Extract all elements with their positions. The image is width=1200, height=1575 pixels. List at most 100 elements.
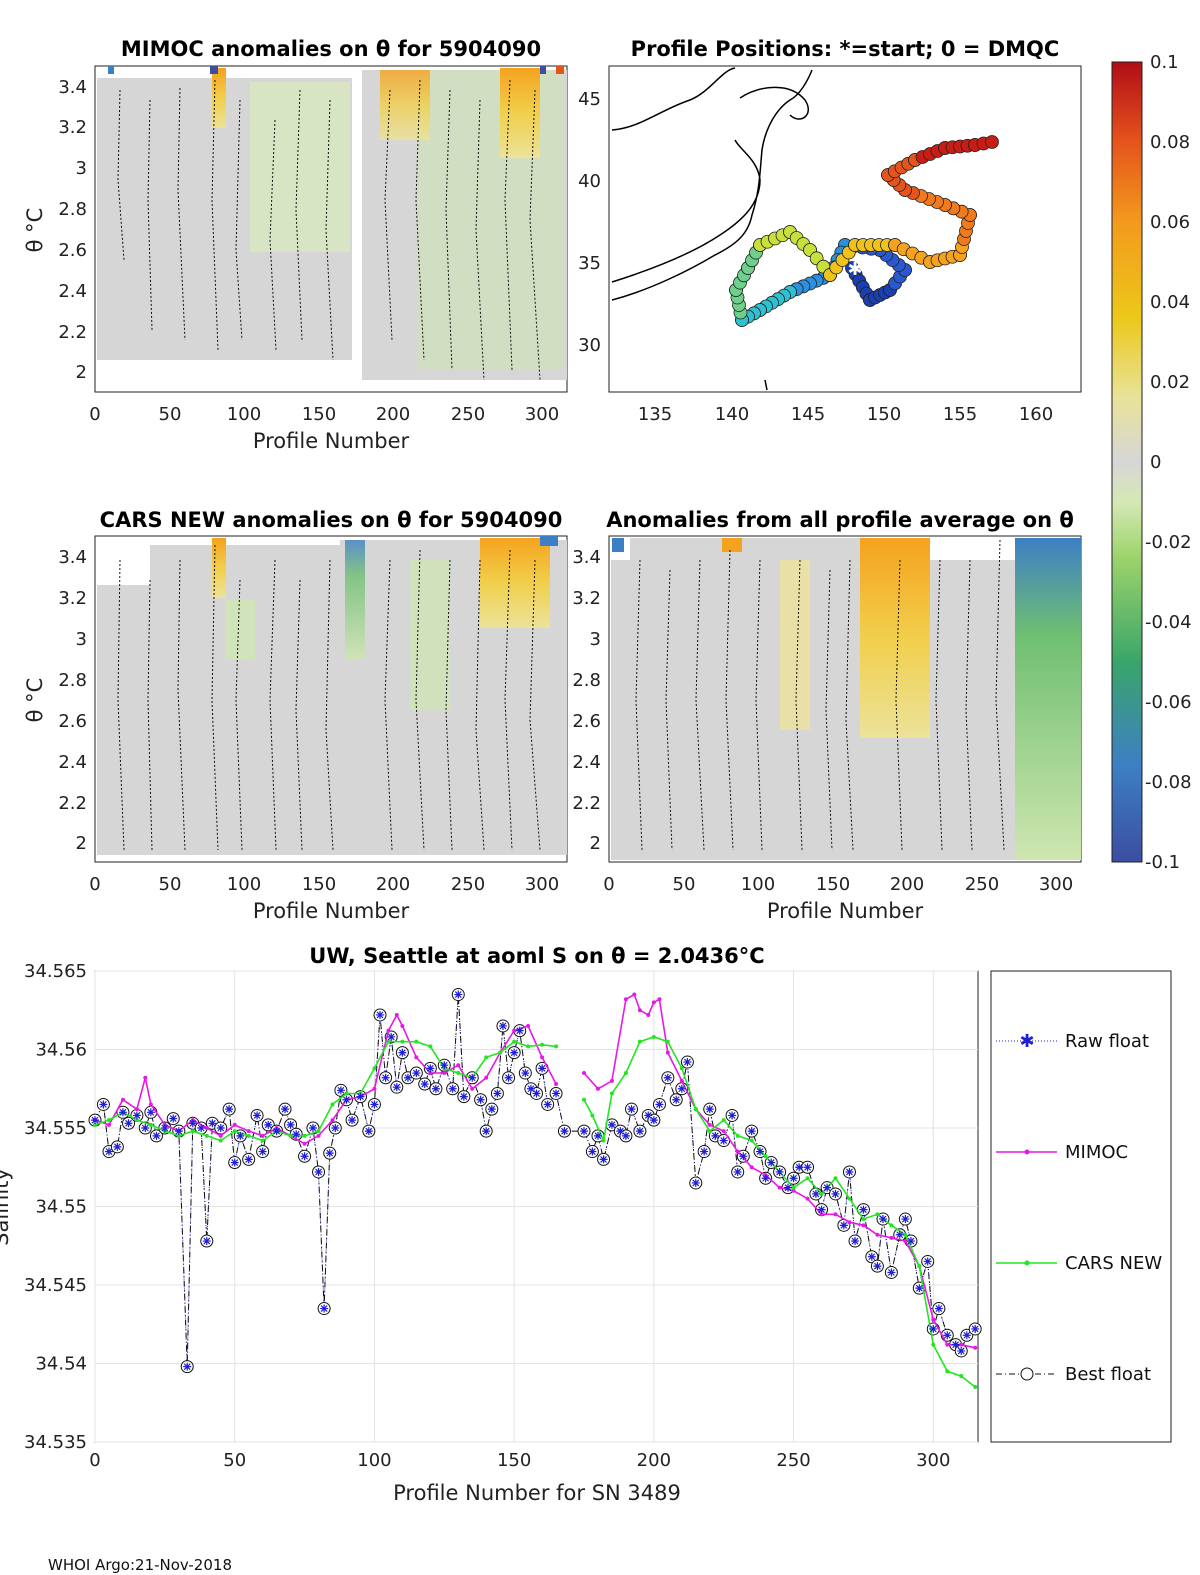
cars-ytick: 2.6 <box>58 711 87 732</box>
point-cars-new <box>260 1138 265 1143</box>
point-raw-float-overlay <box>454 990 463 999</box>
point-raw-float-overlay <box>580 1127 589 1136</box>
point-mimoc <box>609 1078 614 1083</box>
point-raw-float-overlay <box>560 1127 569 1136</box>
point-cars-new <box>498 1050 503 1055</box>
avg-xtick: 300 <box>1039 874 1073 895</box>
legend-best-float: Best float <box>1065 1364 1151 1385</box>
point-raw-float-overlay <box>719 1136 728 1145</box>
salinity-grid <box>94 970 978 1443</box>
map-xtick: 155 <box>943 404 977 425</box>
point-cars-new <box>414 1039 419 1044</box>
legend-cars-new: CARS NEW <box>1065 1253 1162 1274</box>
cars-ylabel: θ °C <box>23 678 47 723</box>
salinity-y-ticks: 34.565 34.56 34.555 34.55 34.545 34.54 34.535 <box>24 961 87 1453</box>
point-raw-float-overlay <box>962 1331 971 1340</box>
point-mimoc <box>316 1133 321 1138</box>
point-raw-float-overlay <box>971 1324 980 1333</box>
mimoc-ytick: 2.2 <box>58 322 87 343</box>
point-raw-float-overlay <box>300 1152 309 1161</box>
legend-box <box>990 970 1172 1443</box>
map-ytick: 35 <box>578 253 601 274</box>
point-raw-float-overlay <box>412 1069 421 1078</box>
cars-x-ticks: 0 50 100 150 200 250 300 <box>89 874 559 895</box>
point-cars-new <box>218 1138 223 1143</box>
point-raw-float-overlay <box>426 1064 435 1073</box>
salinity-ytick: 34.565 <box>24 961 87 982</box>
avg-ytick: 2.8 <box>572 670 601 691</box>
point-cars-new <box>973 1385 978 1390</box>
point-raw-float-overlay <box>387 1032 396 1041</box>
point-raw-float-overlay <box>183 1362 192 1371</box>
point-mimoc <box>632 992 637 997</box>
point-raw-float-overlay <box>264 1120 273 1129</box>
point-mimoc <box>707 1122 712 1127</box>
salinity-x-ticks: 0 50 100 150 200 250 300 <box>89 1450 950 1471</box>
salinity-ytick: 34.55 <box>35 1197 87 1218</box>
point-cars-new <box>148 1122 153 1127</box>
point-mimoc <box>143 1075 148 1080</box>
track-point <box>985 135 999 149</box>
point-raw-float-overlay <box>364 1127 373 1136</box>
point-cars-new <box>288 1133 293 1138</box>
point-raw-float-overlay <box>403 1073 412 1082</box>
point-raw-float-overlay <box>831 1189 840 1198</box>
point-raw-float-overlay <box>929 1324 938 1333</box>
cars-xtick: 0 <box>89 874 100 895</box>
cars-xlabel: Profile Number <box>253 899 410 923</box>
map-xtick: 135 <box>638 404 672 425</box>
avg-ytick: 3 <box>590 629 601 650</box>
legend-mimoc: MIMOC <box>1065 1142 1128 1163</box>
point-mimoc <box>260 1133 265 1138</box>
point-cars-new <box>554 1044 559 1049</box>
point-mimoc <box>973 1345 978 1350</box>
point-cars-new <box>134 1118 139 1123</box>
point-mimoc <box>148 1102 153 1107</box>
point-mimoc <box>232 1122 237 1127</box>
point-mimoc <box>931 1317 936 1322</box>
point-raw-float-overlay <box>188 1119 197 1128</box>
point-mimoc <box>106 1122 111 1127</box>
point-raw-float-overlay <box>124 1119 133 1128</box>
point-raw-float-overlay <box>767 1158 776 1167</box>
star-icon: ✱ <box>1019 1031 1034 1052</box>
salinity-xtick: 100 <box>357 1450 391 1471</box>
point-mimoc <box>665 1050 670 1055</box>
point-raw-float-overlay <box>711 1131 720 1140</box>
point-cars-new <box>875 1212 880 1217</box>
point-raw-float-overlay <box>216 1124 225 1132</box>
point-raw-float-overlay <box>342 1095 351 1104</box>
point-mimoc <box>428 1071 433 1076</box>
point-raw-float-overlay <box>160 1124 169 1132</box>
colorbar-ramp <box>1111 61 1143 863</box>
point-raw-float-overlay <box>493 1089 502 1098</box>
point-raw-float-overlay <box>104 1147 113 1156</box>
circle-icon <box>1020 1367 1034 1381</box>
cars-xtick: 300 <box>525 874 559 895</box>
point-raw-float-overlay <box>775 1167 784 1176</box>
point-raw-float-overlay <box>152 1131 161 1140</box>
point-raw-float-overlay <box>118 1108 127 1117</box>
mimoc-x-ticks: 0 50 100 150 200 250 300 <box>89 404 559 425</box>
colorbar-tick: 0.08 <box>1150 132 1190 153</box>
point-raw-float-overlay <box>538 1064 547 1073</box>
point-mimoc <box>394 1012 399 1017</box>
point-mimoc <box>484 1075 489 1080</box>
point-cars-new <box>707 1129 712 1134</box>
point-raw-float-overlay <box>202 1237 211 1246</box>
point-raw-float-overlay <box>281 1105 290 1114</box>
point-mimoc <box>721 1129 726 1134</box>
point-cars-new <box>889 1223 894 1228</box>
point-mimoc <box>651 1000 656 1005</box>
point-mimoc <box>889 1235 894 1240</box>
point-raw-float-overlay <box>169 1114 178 1123</box>
mimoc-xtick: 0 <box>89 404 100 425</box>
point-raw-float-overlay <box>644 1111 653 1120</box>
point-raw-float-overlay <box>99 1100 108 1109</box>
point-cars-new <box>316 1129 321 1134</box>
point-raw-float-overlay <box>468 1073 477 1082</box>
colorbar-tick: 0.1 <box>1150 52 1179 73</box>
salinity-ytick: 34.545 <box>24 1275 87 1296</box>
point-cars-new <box>302 1133 307 1138</box>
point-cars-new <box>651 1034 656 1039</box>
